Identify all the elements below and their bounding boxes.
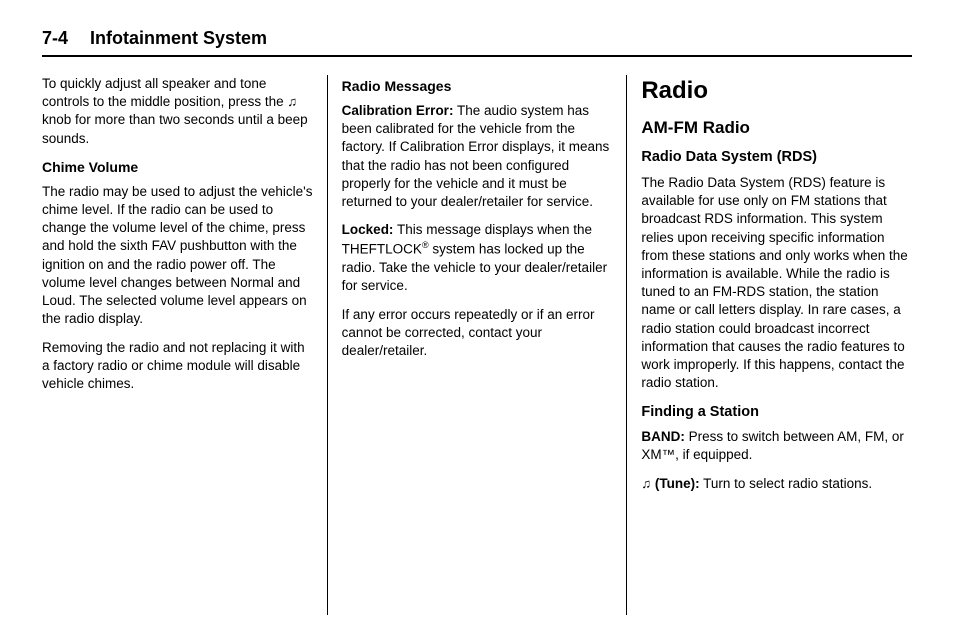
intro-paragraph: To quickly adjust all speaker and tone c… xyxy=(42,75,313,148)
tune-body: Turn to select radio stations. xyxy=(700,476,873,491)
band-lead: BAND: xyxy=(641,429,685,444)
tune-lead: (Tune): xyxy=(651,476,699,491)
error-paragraph: If any error occurs repeatedly or if an … xyxy=(342,306,613,361)
chime-volume-heading: Chime Volume xyxy=(42,158,313,177)
page-header: 7-4 Infotainment System xyxy=(42,28,912,57)
intro-text-b: knob for more than two seconds until a b… xyxy=(42,112,308,145)
calibration-body: The audio system has been calibrated for… xyxy=(342,103,610,209)
column-1: To quickly adjust all speaker and tone c… xyxy=(42,75,328,615)
band-paragraph: BAND: Press to switch between AM, FM, or… xyxy=(641,428,912,464)
registered-symbol: ® xyxy=(422,240,429,250)
locked-paragraph: Locked: This message displays when the T… xyxy=(342,221,613,295)
finding-station-heading: Finding a Station xyxy=(641,403,912,423)
column-3: Radio AM-FM Radio Radio Data System (RDS… xyxy=(627,75,912,615)
page-title: Infotainment System xyxy=(90,28,267,49)
radio-messages-heading: Radio Messages xyxy=(342,77,613,96)
chime-paragraph-1: The radio may be used to adjust the vehi… xyxy=(42,183,313,329)
intro-text-a: To quickly adjust all speaker and tone c… xyxy=(42,76,287,109)
calibration-paragraph: Calibration Error: The audio system has … xyxy=(342,102,613,211)
calibration-lead: Calibration Error: xyxy=(342,103,454,118)
chime-paragraph-2: Removing the radio and not replacing it … xyxy=(42,339,313,394)
radio-section-heading: Radio xyxy=(641,75,912,107)
page-number: 7-4 xyxy=(42,28,68,49)
music-note-icon: ♫ xyxy=(641,475,651,493)
amfm-heading: AM-FM Radio xyxy=(641,117,912,140)
column-2: Radio Messages Calibration Error: The au… xyxy=(328,75,628,615)
rds-paragraph: The Radio Data System (RDS) feature is a… xyxy=(641,174,912,393)
music-note-icon: ♫ xyxy=(287,93,297,111)
rds-heading: Radio Data System (RDS) xyxy=(641,148,912,168)
content-columns: To quickly adjust all speaker and tone c… xyxy=(42,75,912,615)
locked-lead: Locked: xyxy=(342,222,394,237)
tune-paragraph: ♫ (Tune): Turn to select radio stations. xyxy=(641,475,912,493)
